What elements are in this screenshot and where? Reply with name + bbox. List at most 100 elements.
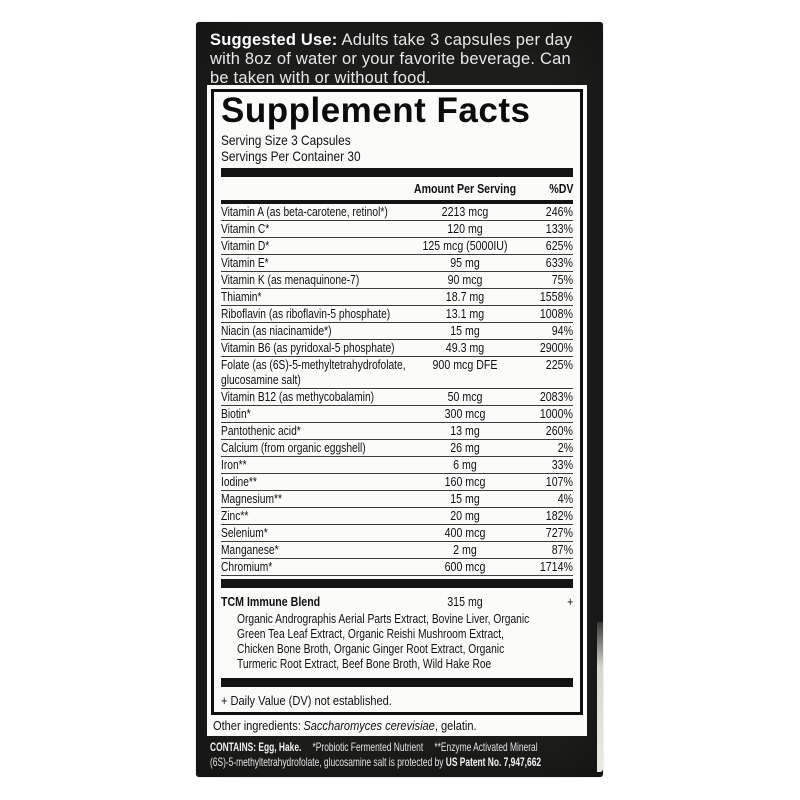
row-name: Calcium (from organic eggshell) [221, 441, 366, 455]
row-amount: 2 mg [453, 543, 477, 557]
row-amount: 49.3 mg [445, 341, 485, 355]
row-dv: 75% [551, 273, 573, 287]
patent-prefix: (6S)-5-methyltetrahydrofolate, glucosami… [210, 755, 444, 769]
table-row: Calcium (from organic eggshell) 26 mg 2% [221, 440, 573, 457]
table-row: Thiamin* 18.7 mg 1558% [221, 289, 573, 306]
suggested-use-text: Adults take 3 capsules per day with 8oz … [210, 31, 573, 87]
row-name: Manganese* [221, 543, 279, 557]
box-edge-highlight [597, 622, 603, 772]
row-name: Zinc** [221, 509, 249, 523]
row-name: Chromium* [221, 560, 273, 574]
row-dv: 133% [545, 222, 573, 236]
contains-statement: CONTAINS: Egg, Hake. *Probiotic Fermented… [210, 740, 590, 770]
row-dv: 260% [545, 424, 573, 438]
row-dv: 625% [545, 239, 573, 253]
row-dv: 1008% [539, 307, 573, 321]
contains-label: CONTAINS: Egg, Hake. [210, 740, 302, 754]
table-row: Vitamin E* 95 mg 633% [221, 255, 573, 272]
row-amount: 26 mg [450, 441, 480, 455]
product-box: Suggested Use: Adults take 3 capsules per… [196, 22, 603, 777]
table-row: Vitamin A (as beta-carotene, retinol*) 2… [221, 204, 573, 221]
row-dv: 727% [545, 526, 573, 540]
header-dv-label: %DV [548, 182, 573, 196]
row-amount: 15 mg [450, 492, 480, 506]
row-amount: 400 mcg [444, 526, 486, 540]
row-dv: 2900% [539, 341, 573, 355]
facts-header-row: Amount Per Serving %DV [221, 182, 573, 198]
blend-amount: 315 mg [447, 595, 483, 609]
row-amount: 125 mcg (5000IU) [422, 239, 508, 253]
row-dv: 1558% [539, 290, 573, 304]
footnote-probiotic: *Probiotic Fermented Nutrient [312, 740, 424, 754]
row-name: Iron** [221, 458, 247, 472]
table-row: Niacin (as niacinamide*) 15 mg 94% [221, 323, 573, 340]
servings-per-container: Servings Per Container 30 [221, 148, 361, 164]
blend-line: Organic Andrographis Aerial Parts Extrac… [237, 612, 530, 626]
separator-bar-thick [221, 579, 573, 588]
row-dv: 633% [545, 256, 573, 270]
table-row: Magnesium** 15 mg 4% [221, 491, 573, 508]
serving-info: Serving Size 3 Capsules Servings Per Con… [221, 132, 573, 164]
row-amount: 900 mcg DFE [432, 358, 498, 372]
row-dv: 87% [551, 543, 573, 557]
blend-dv: + [566, 595, 573, 609]
row-dv: 246% [545, 205, 573, 219]
table-row: Vitamin D* 125 mcg (5000IU) 625% [221, 238, 573, 255]
other-ingredients-species: Saccharomyces cerevisiae [303, 718, 435, 733]
row-name: Vitamin A (as beta-carotene, retinol*) [221, 205, 388, 219]
suggested-use-label: Suggested Use: [210, 31, 338, 49]
row-name: Vitamin D* [221, 239, 270, 253]
table-row: Riboflavin (as riboflavin-5 phosphate) 1… [221, 306, 573, 323]
blend-row: TCM Immune Blend 315 mg + [221, 594, 573, 610]
table-row: Biotin* 300 mcg 1000% [221, 406, 573, 423]
blend-name: TCM Immune Blend [221, 595, 321, 609]
row-amount: 18.7 mg [445, 290, 485, 304]
row-name: Selenium* [221, 526, 268, 540]
row-amount: 13.1 mg [445, 307, 485, 321]
row-name: Riboflavin (as riboflavin-5 phosphate) [221, 307, 391, 321]
row-dv: 1000% [539, 407, 573, 421]
blend-line: Turmeric Root Extract, Beef Bone Broth, … [237, 657, 492, 671]
row-amount: 2213 mcg [441, 205, 489, 219]
row-amount: 600 mcg [444, 560, 486, 574]
other-ingredients-rest: , gelatin. [434, 718, 477, 733]
facts-rows: Vitamin A (as beta-carotene, retinol*) 2… [221, 204, 573, 576]
row-amount: 6 mg [453, 458, 477, 472]
table-row: Manganese* 2 mg 87% [221, 542, 573, 559]
table-row: Pantothenic acid* 13 mg 260% [221, 423, 573, 440]
facts-box: Supplement Facts Serving Size 3 Capsules… [211, 89, 583, 715]
row-dv: 225% [545, 358, 573, 372]
table-row: Chromium* 600 mcg 1714% [221, 559, 573, 576]
row-amount: 50 mcg [447, 390, 483, 404]
table-row: Vitamin B6 (as pyridoxal-5 phosphate) 49… [221, 340, 573, 357]
row-name: Magnesium** [221, 492, 282, 506]
row-dv: 4% [557, 492, 573, 506]
serving-size: Serving Size 3 Capsules [221, 132, 351, 148]
blend-description: Organic Andrographis Aerial Parts Extrac… [237, 612, 573, 672]
row-amount: 13 mg [450, 424, 480, 438]
row-amount: 15 mg [450, 324, 480, 338]
table-row: Selenium* 400 mcg 727% [221, 525, 573, 542]
row-name: Vitamin E* [221, 256, 269, 270]
row-name: Vitamin B12 (as methycobalamin) [221, 390, 375, 404]
patent-number: US Patent No. 7,947,662 [445, 755, 542, 769]
table-row: Iodine** 160 mcg 107% [221, 474, 573, 491]
separator-bar-thin [221, 200, 573, 204]
other-ingredients-label: Other ingredients: [213, 718, 301, 733]
row-name: Vitamin B6 (as pyridoxal-5 phosphate) [221, 341, 395, 355]
table-row: Vitamin K (as menaquinone-7) 90 mcg 75% [221, 272, 573, 289]
row-dv: 94% [551, 324, 573, 338]
row-amount: 300 mcg [444, 407, 486, 421]
table-row: Zinc** 20 mg 182% [221, 508, 573, 525]
table-row: Vitamin C* 120 mg 133% [221, 221, 573, 238]
table-row: Folate (as (6S)-5-methyltetrahydrofolate… [221, 357, 573, 389]
footnote-enzyme: **Enzyme Activated Mineral [434, 740, 538, 754]
facts-title: Supplement Facts [221, 91, 531, 130]
row-dv: 33% [551, 458, 573, 472]
row-name: Thiamin* [221, 290, 262, 304]
row-dv: 2% [557, 441, 573, 455]
row-name: Biotin* [221, 407, 251, 421]
row-dv: 1714% [539, 560, 573, 574]
row-dv: 182% [545, 509, 573, 523]
